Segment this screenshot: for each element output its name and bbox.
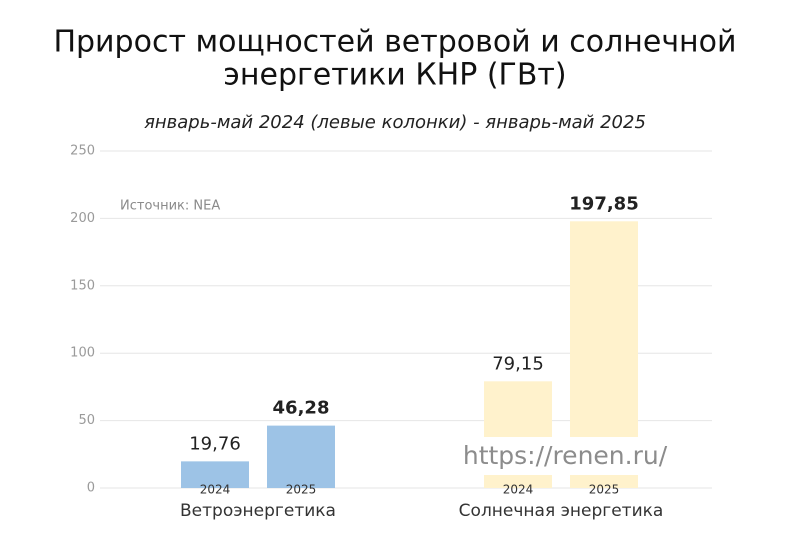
chart-title: энергетики КНР (ГВт) bbox=[223, 58, 566, 93]
y-tick-label: 50 bbox=[78, 413, 95, 428]
chart-subtitle: январь-май 2024 (левые колонки) - январь… bbox=[144, 112, 646, 133]
watermark-bg bbox=[466, 437, 666, 475]
source-note: Источник: NEA bbox=[120, 199, 220, 214]
value-label: 79,15 bbox=[492, 353, 544, 374]
y-tick-label: 250 bbox=[70, 144, 95, 159]
series-label: 2025 bbox=[286, 483, 317, 497]
value-label: 46,28 bbox=[273, 398, 330, 419]
y-tick-label: 100 bbox=[70, 346, 95, 361]
x-tick-label: Солнечная энергетика bbox=[459, 501, 664, 521]
bars: 19,76 2024 46,28 2025 Ветроэнергетика 79,15 20… bbox=[180, 193, 663, 521]
value-label: 19,76 bbox=[189, 433, 241, 454]
watermark: https://renen.ru/ bbox=[463, 441, 668, 470]
series-label: 2024 bbox=[200, 483, 231, 497]
series-label: 2024 bbox=[503, 483, 534, 497]
y-tick-label: 150 bbox=[70, 278, 95, 293]
chart-title: Прирост мощностей ветровой и солнечной bbox=[53, 25, 736, 60]
bar bbox=[267, 425, 335, 488]
bar bbox=[181, 461, 249, 488]
y-tick-label: 200 bbox=[70, 211, 95, 226]
y-tick-label: 0 bbox=[87, 481, 95, 496]
value-label: 197,85 bbox=[569, 193, 638, 214]
x-tick-label: Ветроэнергетика bbox=[180, 501, 336, 521]
series-label: 2025 bbox=[589, 483, 620, 497]
